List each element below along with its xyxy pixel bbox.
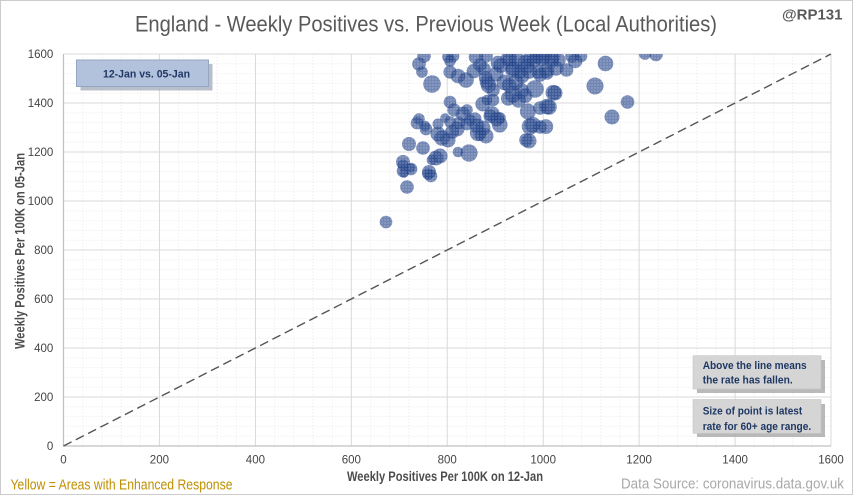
svg-text:Yellow = Areas with Enhanced R: Yellow = Areas with Enhanced Response [11,477,233,494]
svg-text:600: 600 [342,455,361,467]
svg-text:1600: 1600 [818,455,844,467]
svg-text:Size of point is latest: Size of point is latest [703,406,803,418]
svg-text:600: 600 [34,294,53,306]
svg-text:rate for 60+ age range.: rate for 60+ age range. [703,421,812,433]
svg-text:1200: 1200 [28,147,54,159]
svg-text:0: 0 [47,441,53,453]
svg-text:Data Source: coronavirus.data.: Data Source: coronavirus.data.gov.uk [621,476,844,493]
svg-text:1200: 1200 [626,455,652,467]
svg-text:200: 200 [150,455,169,467]
svg-text:800: 800 [34,245,53,257]
svg-text:Above the line means: Above the line means [703,360,807,372]
svg-text:800: 800 [438,455,457,467]
svg-text:@RP131: @RP131 [782,6,843,23]
svg-text:12-Jan vs. 05-Jan: 12-Jan vs. 05-Jan [103,68,190,80]
svg-text:Weekly Positives Per 100K on 0: Weekly Positives Per 100K on 05-Jan [13,153,28,349]
svg-text:England - Weekly Positives vs.: England - Weekly Positives vs. Previous … [135,12,717,37]
svg-text:1000: 1000 [530,455,556,467]
svg-text:the rate has fallen.: the rate has fallen. [703,374,793,386]
svg-text:400: 400 [246,455,265,467]
svg-text:0: 0 [60,455,66,467]
svg-text:400: 400 [34,343,53,355]
svg-text:1000: 1000 [28,196,54,208]
svg-text:1400: 1400 [722,455,748,467]
svg-text:200: 200 [34,392,53,404]
svg-text:1400: 1400 [28,98,54,110]
svg-text:Weekly Positives Per 100K on 1: Weekly Positives Per 100K on 12-Jan [347,469,543,484]
svg-text:1600: 1600 [28,49,54,61]
